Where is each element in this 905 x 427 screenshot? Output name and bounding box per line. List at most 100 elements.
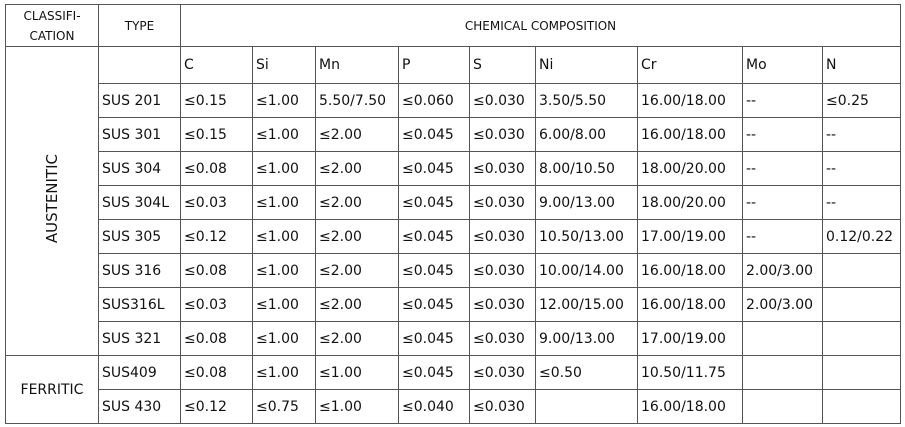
value-cell: ≤0.030 [469, 219, 536, 254]
value-cell: ≤1.00 [252, 83, 316, 118]
column-header: Ni [535, 46, 638, 84]
value-cell: ≤0.08 [180, 253, 253, 288]
value-cell: ≤0.15 [180, 117, 253, 152]
group-cell: FERRITIC [5, 355, 99, 424]
value-cell: -- [821, 117, 902, 152]
value-cell: ≤2.00 [315, 219, 399, 254]
value-cell: ≤2.00 [315, 185, 399, 220]
value-cell: ≤2.00 [315, 117, 399, 152]
data-row: SUS 304L ≤0.03 ≤1.00 ≤2.00 ≤0.045 ≤0.030 9.00/… [6, 185, 902, 220]
value-cell: ≤0.045 [398, 287, 470, 322]
value-cell: ≤0.03 [180, 185, 253, 220]
value-cell: ≤0.045 [398, 185, 470, 220]
value-cell: 9.00/13.00 [535, 185, 638, 220]
value-cell: 0.12/0.22 [821, 219, 902, 254]
empty-cell [821, 287, 902, 322]
value-cell: 10.50/11.75 [637, 355, 743, 390]
value-cell: ≤0.030 [469, 389, 536, 424]
column-header: Mo [742, 46, 823, 84]
value-cell: 12.00/15.00 [535, 287, 638, 322]
value-cell: ≤0.50 [535, 355, 638, 390]
value-cell: 18.00/20.00 [637, 151, 743, 186]
value-cell: ≤1.00 [252, 321, 316, 356]
value-cell: ≤1.00 [252, 185, 316, 220]
value-cell: 16.00/18.00 [637, 83, 743, 118]
value-cell: ≤1.00 [252, 287, 316, 322]
type-cell: SUS409 [98, 355, 181, 390]
composition-table: CLASSIFI-CATION TYPE CHEMICAL COMPOSITIO… [5, 4, 902, 424]
value-cell: 5.50/7.50 [315, 83, 399, 118]
value-cell: ≤1.00 [252, 117, 316, 152]
value-cell: ≤1.00 [252, 253, 316, 288]
value-cell: -- [742, 151, 823, 186]
group-cell: AUSTENITIC [5, 46, 99, 356]
value-cell: 8.00/10.50 [535, 151, 638, 186]
value-cell: ≤1.00 [252, 219, 316, 254]
value-cell: ≤0.030 [469, 355, 536, 390]
empty-cell [742, 355, 823, 390]
value-cell: ≤0.08 [180, 151, 253, 186]
value-cell: 2.00/3.00 [742, 253, 823, 288]
value-cell: -- [742, 185, 823, 220]
value-cell: ≤2.00 [315, 287, 399, 322]
value-cell: 2.00/3.00 [742, 287, 823, 322]
value-cell: -- [742, 117, 823, 152]
value-cell: ≤0.25 [821, 83, 902, 118]
value-cell: -- [742, 83, 823, 118]
classification-header: CLASSIFI-CATION [5, 4, 99, 47]
value-cell: 9.00/13.00 [535, 321, 638, 356]
value-cell: ≤0.08 [180, 321, 253, 356]
value-cell: ≤0.15 [180, 83, 253, 118]
column-header: Cr [637, 46, 743, 84]
empty-cell [821, 253, 902, 288]
value-cell: ≤0.045 [398, 219, 470, 254]
data-row: SUS 304 ≤0.08 ≤1.00 ≤2.00 ≤0.045 ≤0.030 8.00/1… [6, 151, 902, 186]
value-cell: 16.00/18.00 [637, 117, 743, 152]
empty-cell [821, 389, 902, 424]
value-cell: 16.00/18.00 [637, 287, 743, 322]
type-cell: SUS 304 [98, 151, 181, 186]
type-cell: SUS 305 [98, 219, 181, 254]
data-row: SUS 321 ≤0.08 ≤1.00 ≤2.00 ≤0.045 ≤0.030 9.00/1… [6, 321, 902, 356]
type-cell: SUS 316 [98, 253, 181, 288]
value-cell: ≤2.00 [315, 253, 399, 288]
value-cell: ≤0.030 [469, 151, 536, 186]
value-cell: ≤0.060 [398, 83, 470, 118]
value-cell: 10.50/13.00 [535, 219, 638, 254]
type-cell: SUS 301 [98, 117, 181, 152]
value-cell: ≤2.00 [315, 321, 399, 356]
value-cell: ≤0.12 [180, 219, 253, 254]
type-cell: SUS 304L [98, 185, 181, 220]
empty-cell [98, 46, 181, 84]
value-cell: ≤0.045 [398, 321, 470, 356]
value-cell: ≤0.030 [469, 185, 536, 220]
value-cell: 18.00/20.00 [637, 185, 743, 220]
value-cell: ≤0.12 [180, 389, 253, 424]
value-cell: ≤0.03 [180, 287, 253, 322]
value-cell: 3.50/5.50 [535, 83, 638, 118]
value-cell: 10.00/14.00 [535, 253, 638, 288]
value-cell: ≤1.00 [252, 151, 316, 186]
data-row: SUS 305 ≤0.12 ≤1.00 ≤2.00 ≤0.045 ≤0.030 10.50/… [6, 219, 902, 254]
table-body: CLASSIFI-CATION TYPE CHEMICAL COMPOSITIO… [5, 4, 902, 424]
empty-cell [821, 355, 902, 390]
column-header: N [821, 46, 902, 84]
type-cell: SUS 321 [98, 321, 181, 356]
value-cell: ≤0.045 [398, 117, 470, 152]
column-header: C [180, 46, 253, 84]
group-name: AUSTENITIC [43, 154, 61, 244]
data-row: SUS 301 ≤0.15 ≤1.00 ≤2.00 ≤0.045 ≤0.030 6.00/8… [6, 117, 902, 152]
composition-header: CHEMICAL COMPOSITION [179, 4, 902, 47]
column-header: P [398, 46, 470, 84]
data-row: FERRITIC SUS409 ≤0.08 ≤1.00 ≤1.00 ≤0.045 ≤0.03… [5, 355, 902, 424]
column-header-row: AUSTENITIC C Si Mn P S Ni Cr Mo N [5, 46, 902, 356]
data-row: SUS 430 ≤0.12 ≤0.75 ≤1.00 ≤0.040 ≤0.030 16.00/… [6, 389, 902, 424]
empty-cell [535, 389, 638, 424]
value-cell: ≤0.030 [469, 83, 536, 118]
value-cell: ≤0.030 [469, 117, 536, 152]
value-cell: -- [742, 219, 823, 254]
value-cell: -- [821, 185, 902, 220]
value-cell: ≤0.030 [469, 253, 536, 288]
header-row: CLASSIFI-CATION TYPE CHEMICAL COMPOSITIO… [5, 4, 902, 47]
value-cell: 6.00/8.00 [535, 117, 638, 152]
